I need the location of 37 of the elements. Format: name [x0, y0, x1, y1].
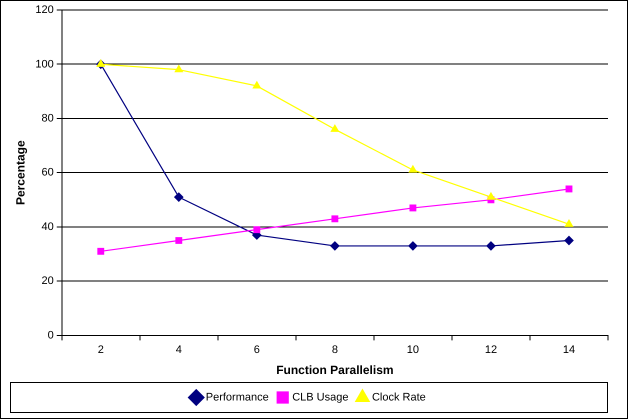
point: [486, 192, 496, 200]
y-tick-label: 120: [35, 4, 54, 16]
point: [409, 204, 416, 212]
point: [97, 248, 104, 255]
point: [252, 81, 261, 89]
y-tick-label: 60: [42, 166, 54, 179]
y-tick-label: 80: [42, 112, 54, 124]
x-tick-label: 6: [254, 344, 260, 356]
x-tick-label: 4: [176, 344, 182, 356]
point: [408, 165, 417, 173]
point: [174, 65, 183, 72]
x-axis-title: Function Parallelism: [276, 363, 394, 378]
x-tick-label: 8: [332, 344, 338, 356]
x-tick-label: 14: [562, 344, 576, 356]
y-tick-label: 40: [42, 220, 54, 233]
point: [564, 220, 574, 227]
point: [331, 215, 338, 222]
y-tick-label: 20: [42, 275, 54, 288]
legend-label: Clock Rate: [372, 392, 426, 404]
point: [566, 186, 572, 192]
point: [564, 236, 574, 246]
point: [330, 241, 340, 251]
legend-label: Performance: [206, 392, 269, 404]
point: [486, 241, 496, 251]
x-tick-label: 12: [484, 344, 498, 356]
y-tick-label: 100: [35, 58, 54, 70]
point: [175, 237, 182, 244]
x-tick-label: 2: [98, 344, 104, 356]
point: [330, 124, 339, 132]
point: [253, 226, 260, 234]
legend-label: CLB Usage: [292, 392, 348, 404]
point: [96, 60, 105, 67]
y-axis-title: Percentage: [14, 140, 28, 206]
point: [174, 192, 184, 202]
y-tick-label: 0: [48, 329, 54, 342]
point: [408, 241, 418, 251]
x-tick-label: 10: [406, 344, 420, 356]
